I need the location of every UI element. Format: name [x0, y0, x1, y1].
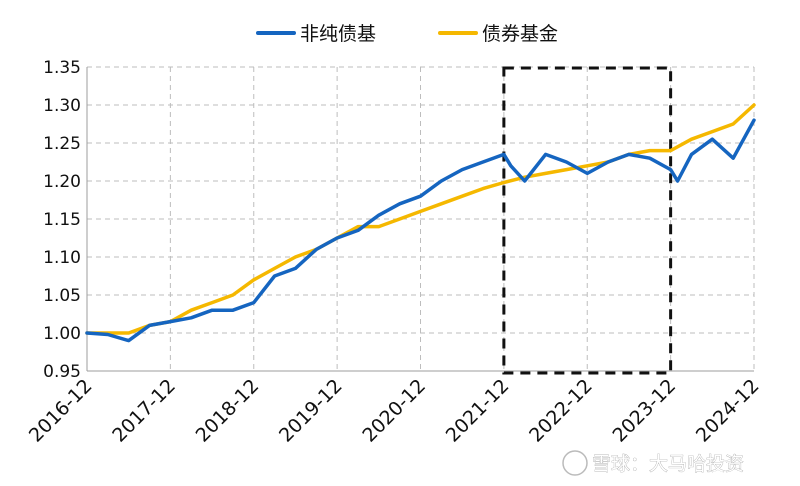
legend-label-1: 债券基金 [482, 23, 558, 45]
x-tick-label: 2019-12 [275, 375, 347, 447]
x-tick-label: 2017-12 [108, 375, 180, 447]
highlight-box [502, 66, 673, 375]
highlight-box-rect [502, 66, 673, 375]
x-tick-label: 2024-12 [692, 375, 764, 447]
y-tick-label: 0.95 [43, 362, 81, 382]
axes [86, 67, 754, 372]
x-tick-labels: 2016-12 2017-12 2018-12 2019-12 2020-12 2021-… [25, 375, 764, 447]
x-tick-label: 2022-12 [525, 375, 597, 447]
y-tick-label: 1.35 [43, 58, 81, 78]
y-tick-label: 1.00 [43, 324, 81, 344]
series-lines [85, 103, 756, 343]
watermark-logo-icon [562, 450, 588, 476]
x-tick-label: 2021-12 [442, 375, 514, 447]
y-tick-labels: 0.95 1.00 1.05 1.10 1.15 1.20 1.25 1.30 1.35 [43, 58, 81, 382]
series-line-0 [85, 118, 756, 343]
y-tick-label: 1.30 [43, 96, 81, 116]
series-line-1 [85, 103, 756, 335]
x-tick-label: 2023-12 [608, 375, 680, 447]
x-tick-label: 2018-12 [192, 375, 264, 447]
watermark-text: 雪球：大马哈投资 [592, 453, 744, 475]
y-tick-label: 1.20 [43, 172, 81, 192]
x-tick-label: 2020-12 [358, 375, 430, 447]
y-tick-label: 1.15 [43, 210, 81, 230]
y-tick-label: 1.10 [43, 248, 81, 268]
legend-label-0: 非纯债基 [300, 23, 376, 45]
y-tick-label: 1.05 [43, 286, 81, 306]
watermark: 雪球：大马哈投资 [562, 450, 744, 476]
x-tick-label: 2016-12 [25, 375, 97, 447]
y-tick-label: 1.25 [43, 134, 81, 154]
legend: 非纯债基 债券基金 [256, 23, 558, 45]
grid [86, 66, 755, 372]
